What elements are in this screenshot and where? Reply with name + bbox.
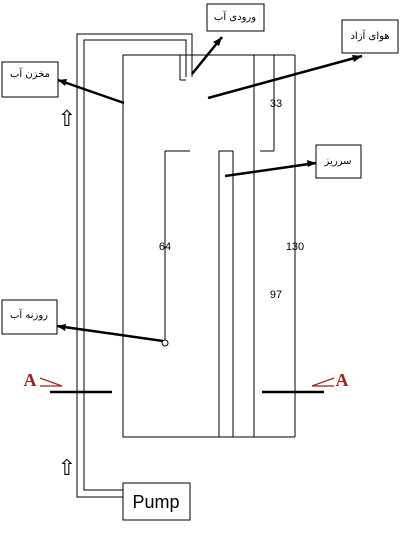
water-tank (122, 54, 255, 438)
section-marker-left (39, 377, 63, 387)
flow-up-arrow-icon-bottom: ⇧ (58, 456, 76, 481)
dim-130-text: 130 (286, 241, 304, 253)
supply-pipe-inner (76, 33, 193, 498)
pump-box (122, 482, 191, 521)
free-air-arrow (207, 54, 363, 100)
water-tank-label: مخزن آب (10, 67, 50, 80)
water-orifice-arrowhead (57, 324, 66, 331)
water-inlet-callout-box (206, 3, 265, 32)
section-letter-left: A (24, 370, 37, 390)
free-air-label: هوای آزاد (350, 29, 389, 42)
overflow-label: سرریز (323, 156, 351, 167)
dim-97-text: 97 (270, 289, 282, 301)
water-orifice-point (161, 339, 169, 347)
overflow-arrow (224, 161, 317, 178)
dim-64-text: 64 (159, 241, 171, 253)
water-orifice-callout-box (1, 299, 58, 335)
water-orifice-label: روزنه آب (10, 308, 48, 321)
section-letter-right: A (336, 370, 349, 390)
water-tank-callout-box (1, 61, 59, 98)
free-air-arrowhead (352, 55, 362, 62)
overflow-arrowhead (307, 160, 316, 167)
water-inlet-arrowhead (213, 37, 222, 46)
dim-33-text: 33 (270, 98, 282, 110)
overflow-callout-box (315, 144, 362, 179)
water-tank-arrowhead (58, 79, 67, 86)
pump-label: Pump (132, 492, 179, 512)
water-inlet-label: ورودی آب (214, 10, 256, 23)
free-air-callout-box (341, 19, 399, 54)
supply-pipe-outer (83, 39, 187, 491)
water-tank-arrow (57, 78, 125, 105)
overflow-tube (218, 150, 234, 438)
flow-up-arrow-icon-top: ⇧ (58, 107, 76, 132)
section-marker-right (311, 377, 335, 387)
water-orifice-arrow (56, 324, 164, 343)
